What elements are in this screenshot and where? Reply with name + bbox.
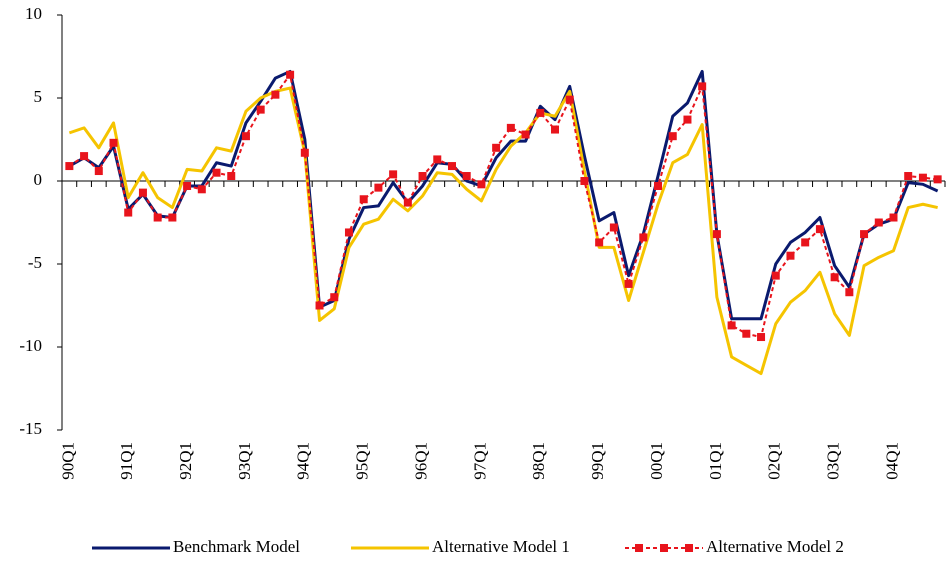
point-marker bbox=[212, 168, 221, 177]
point-marker bbox=[830, 273, 839, 282]
series-line bbox=[68, 69, 939, 321]
point-marker bbox=[168, 213, 177, 222]
point-marker bbox=[595, 238, 604, 247]
point-marker bbox=[668, 132, 677, 141]
point-marker bbox=[183, 181, 192, 190]
point-marker bbox=[860, 230, 869, 239]
point-marker bbox=[403, 198, 412, 207]
point-marker bbox=[65, 162, 74, 171]
point-marker bbox=[521, 130, 530, 139]
x-tick-label: 01Q1 bbox=[706, 442, 725, 480]
y-tick-label: 0 bbox=[34, 170, 43, 189]
series-line bbox=[68, 73, 938, 339]
legend-marker bbox=[635, 544, 643, 552]
point-marker bbox=[801, 238, 810, 247]
series-line bbox=[68, 86, 938, 376]
point-marker bbox=[639, 233, 648, 242]
y-tick-label: -15 bbox=[19, 419, 42, 438]
y-tick-label: -10 bbox=[19, 336, 42, 355]
point-marker bbox=[654, 181, 663, 190]
point-marker bbox=[536, 108, 545, 117]
point-marker bbox=[624, 279, 633, 288]
point-marker bbox=[933, 175, 942, 184]
x-tick-label: 03Q1 bbox=[824, 442, 843, 480]
point-marker bbox=[742, 329, 751, 338]
point-marker bbox=[609, 223, 618, 232]
point-marker bbox=[374, 183, 383, 192]
point-marker bbox=[271, 90, 280, 99]
legend-marker bbox=[685, 544, 693, 552]
x-tick-label: 04Q1 bbox=[882, 442, 901, 480]
x-tick-label: 91Q1 bbox=[117, 442, 136, 480]
point-marker bbox=[889, 213, 898, 222]
point-marker bbox=[918, 173, 927, 182]
x-tick-label: 92Q1 bbox=[176, 442, 195, 480]
y-tick-label: 10 bbox=[25, 4, 42, 23]
point-marker bbox=[256, 105, 265, 114]
point-marker bbox=[477, 180, 486, 189]
point-marker bbox=[698, 82, 707, 91]
point-marker bbox=[197, 185, 206, 194]
point-marker bbox=[771, 271, 780, 280]
x-tick-label: 94Q1 bbox=[294, 442, 313, 480]
point-marker bbox=[565, 95, 574, 104]
point-marker bbox=[712, 230, 721, 239]
point-marker bbox=[462, 172, 471, 181]
point-marker bbox=[315, 301, 324, 310]
point-marker bbox=[94, 167, 103, 176]
point-marker bbox=[727, 321, 736, 330]
point-marker bbox=[757, 333, 766, 342]
x-tick-label: 00Q1 bbox=[647, 442, 666, 480]
point-marker bbox=[80, 152, 89, 161]
legend-label: Alternative Model 1 bbox=[432, 537, 570, 556]
point-marker bbox=[124, 208, 133, 217]
point-marker bbox=[506, 123, 515, 132]
point-marker bbox=[433, 155, 442, 164]
point-marker bbox=[845, 288, 854, 297]
point-marker bbox=[109, 138, 118, 147]
point-marker bbox=[300, 148, 309, 157]
point-marker bbox=[447, 162, 456, 171]
point-marker bbox=[418, 172, 427, 181]
point-marker bbox=[786, 251, 795, 260]
x-tick-label: 93Q1 bbox=[235, 442, 254, 480]
point-marker bbox=[874, 218, 883, 227]
point-marker bbox=[683, 115, 692, 124]
x-tick-label: 98Q1 bbox=[529, 442, 548, 480]
x-tick-label: 97Q1 bbox=[470, 442, 489, 480]
point-marker bbox=[389, 170, 398, 179]
y-tick-label: -5 bbox=[28, 253, 42, 272]
legend-label: Alternative Model 2 bbox=[706, 537, 844, 556]
point-marker bbox=[241, 132, 250, 141]
legend-label: Benchmark Model bbox=[173, 537, 300, 556]
point-marker bbox=[492, 143, 501, 152]
x-tick-label: 90Q1 bbox=[58, 442, 77, 480]
point-marker bbox=[359, 195, 368, 204]
x-tick-label: 99Q1 bbox=[588, 442, 607, 480]
point-marker bbox=[153, 213, 162, 222]
point-marker bbox=[551, 125, 560, 134]
point-marker bbox=[330, 293, 339, 302]
y-tick-label: 5 bbox=[34, 87, 43, 106]
x-tick-label: 95Q1 bbox=[353, 442, 372, 480]
point-marker bbox=[344, 228, 353, 237]
point-marker bbox=[286, 70, 295, 79]
point-marker bbox=[904, 172, 913, 181]
point-marker bbox=[138, 188, 147, 197]
point-marker bbox=[815, 225, 824, 234]
legend-marker bbox=[660, 544, 668, 552]
point-marker bbox=[227, 172, 236, 181]
x-tick-label: 96Q1 bbox=[411, 442, 430, 480]
x-tick-label: 02Q1 bbox=[765, 442, 784, 480]
point-marker bbox=[580, 177, 589, 185]
